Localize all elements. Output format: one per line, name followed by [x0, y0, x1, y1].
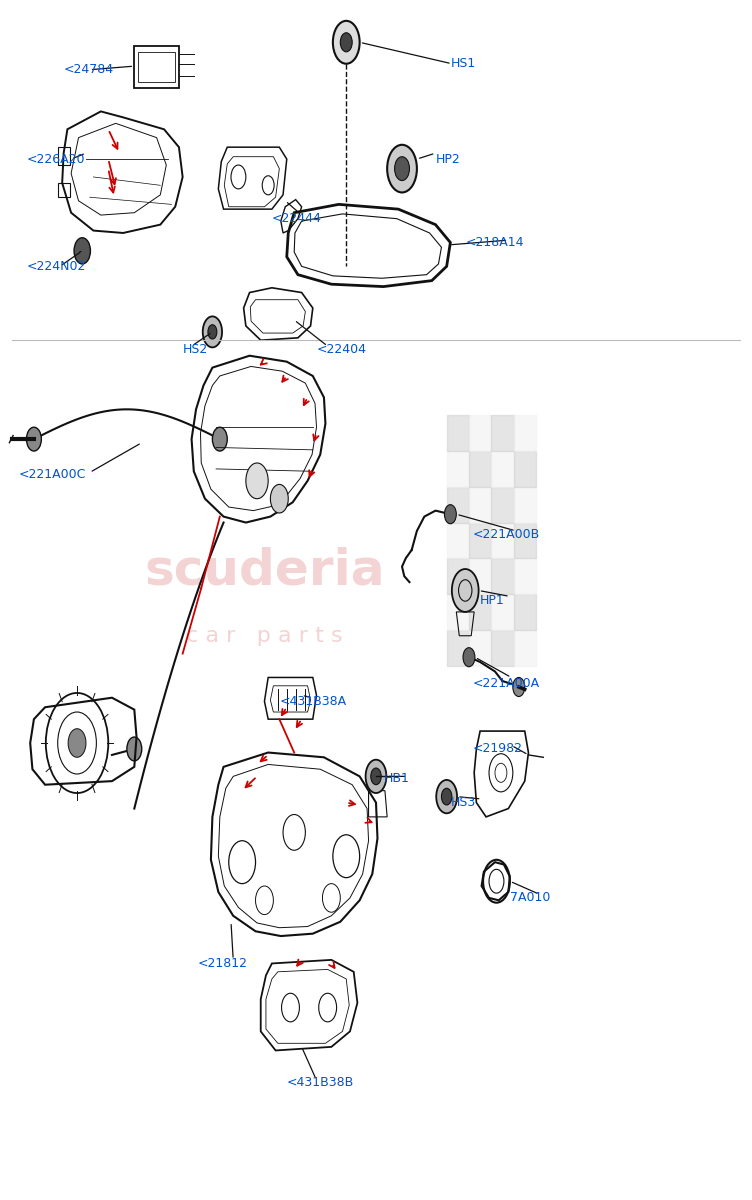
Circle shape — [365, 760, 387, 793]
Text: 7A010: 7A010 — [510, 892, 550, 905]
Text: <221A00C: <221A00C — [19, 468, 86, 481]
Text: <431B38B: <431B38B — [287, 1076, 354, 1090]
Text: HS2: HS2 — [183, 343, 208, 356]
Circle shape — [26, 427, 41, 451]
Circle shape — [341, 32, 352, 52]
Text: <218A14: <218A14 — [465, 236, 523, 250]
Text: HS1: HS1 — [450, 58, 475, 71]
Text: <226A20: <226A20 — [26, 152, 85, 166]
Text: <221A00B: <221A00B — [473, 528, 540, 541]
Bar — [469, 415, 491, 451]
Bar — [447, 522, 469, 558]
Bar — [469, 487, 491, 522]
Circle shape — [444, 505, 456, 523]
Circle shape — [74, 238, 90, 264]
Bar — [447, 415, 469, 451]
Circle shape — [395, 157, 410, 180]
Bar — [469, 630, 491, 666]
Bar — [469, 558, 491, 594]
Bar — [514, 630, 536, 666]
Bar — [469, 451, 491, 487]
Circle shape — [452, 569, 478, 612]
Text: HP1: HP1 — [480, 594, 505, 606]
Circle shape — [212, 427, 227, 451]
Bar — [514, 522, 536, 558]
Circle shape — [208, 325, 217, 340]
Text: HP2: HP2 — [435, 152, 460, 166]
Bar — [514, 415, 536, 451]
Text: <22444: <22444 — [272, 212, 322, 226]
Bar — [514, 487, 536, 522]
Bar — [491, 630, 514, 666]
Bar — [514, 594, 536, 630]
Bar — [491, 522, 514, 558]
Text: <224N02: <224N02 — [26, 260, 86, 272]
Bar — [447, 630, 469, 666]
Circle shape — [463, 648, 475, 667]
Bar — [447, 487, 469, 522]
Bar — [491, 487, 514, 522]
Text: <21982: <21982 — [473, 743, 523, 756]
Circle shape — [271, 485, 288, 514]
Text: <221A00A: <221A00A — [473, 677, 540, 690]
Circle shape — [436, 780, 457, 814]
Bar — [491, 594, 514, 630]
Text: <24784: <24784 — [64, 64, 114, 77]
Bar — [491, 415, 514, 451]
Circle shape — [68, 728, 86, 757]
Text: <22404: <22404 — [317, 343, 366, 356]
Text: HS3: HS3 — [450, 796, 475, 809]
Circle shape — [387, 145, 417, 192]
Text: c a r   p a r t s: c a r p a r t s — [186, 625, 343, 646]
Bar — [514, 451, 536, 487]
Bar — [447, 558, 469, 594]
Bar — [447, 594, 469, 630]
Circle shape — [333, 20, 359, 64]
Bar — [514, 558, 536, 594]
Bar — [469, 522, 491, 558]
Bar — [491, 451, 514, 487]
Circle shape — [371, 768, 381, 785]
Circle shape — [203, 317, 222, 347]
Circle shape — [513, 678, 525, 696]
Circle shape — [127, 737, 141, 761]
Text: <21812: <21812 — [198, 956, 247, 970]
Bar — [491, 558, 514, 594]
Bar — [469, 594, 491, 630]
Circle shape — [246, 463, 268, 499]
Bar — [447, 451, 469, 487]
Text: <431B38A: <431B38A — [279, 695, 347, 708]
Text: HB1: HB1 — [384, 773, 409, 785]
Text: scuderia: scuderia — [144, 546, 385, 594]
Circle shape — [441, 788, 452, 805]
